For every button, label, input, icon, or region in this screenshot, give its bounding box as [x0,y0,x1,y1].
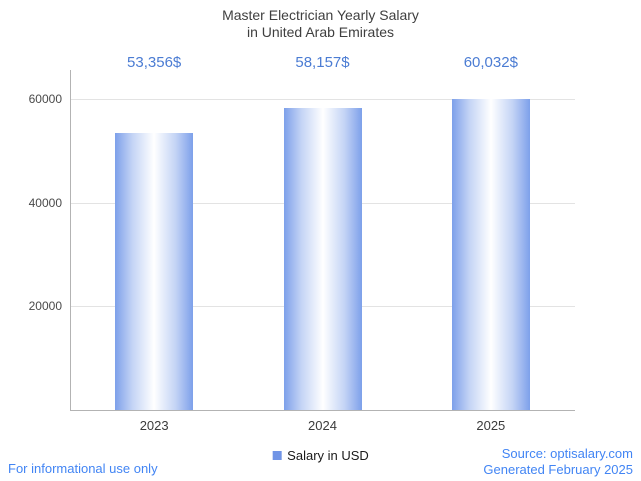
y-tick-label-20000: 20000 [28,299,62,314]
bar-2025 [451,98,530,410]
y-axis-line [70,70,71,410]
footer-generated: Generated February 2025 [483,462,633,477]
bar-2023 [115,133,194,410]
y-tick-label-40000: 40000 [28,195,62,210]
x-axis-line [70,410,575,411]
chart-title-line2: in United Arab Emirates [246,24,395,40]
bar-2024 [283,108,362,410]
chart-title: Master Electrician Yearly Salary in Unit… [0,7,641,41]
footer-source-block: Source: optisalary.com Generated Februar… [483,446,633,478]
footer-source: Source: optisalary.com [501,446,633,461]
legend-swatch-icon [272,451,282,460]
x-tick-label-2024: 2024 [308,418,337,433]
footer-disclaimer: For informational use only [8,461,158,476]
value-label-2023: 53,356$ [127,54,182,71]
value-label-2024: 58,157$ [295,54,350,71]
y-tick-label-60000: 60000 [28,91,62,106]
x-tick-label-2023: 2023 [139,418,169,433]
legend-label: Salary in USD [287,448,369,463]
x-tick-label-2025: 2025 [476,418,506,433]
gridline-60000 [70,98,575,100]
legend: Salary in USD [272,448,369,463]
value-label-2025: 60,032$ [463,54,518,71]
chart-title-line1: Master Electrician Yearly Salary [222,7,419,23]
